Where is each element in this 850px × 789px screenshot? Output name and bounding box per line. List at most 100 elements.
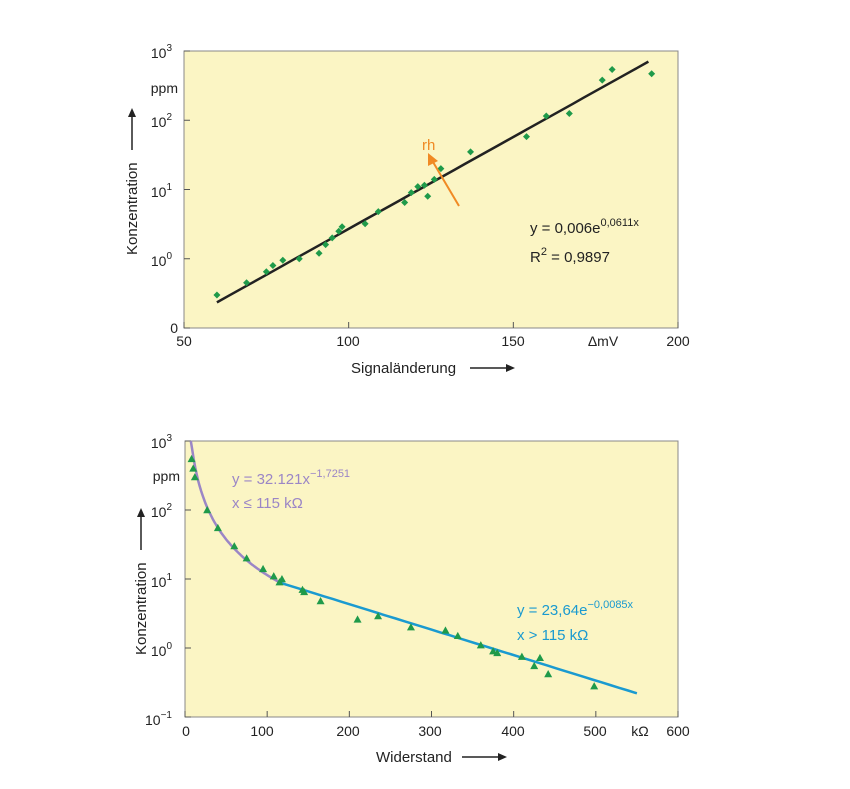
bottom-data-point — [590, 682, 599, 690]
bottom-power-fit-curve — [189, 440, 281, 584]
bottom-x-tick-400: 400 — [501, 723, 525, 739]
bottom-y-axis-label: Konzentration — [133, 562, 150, 655]
bottom-data-point — [535, 653, 544, 662]
top-x-axis-label: Signaländerung — [351, 360, 456, 377]
top-data-point — [648, 70, 656, 78]
top-data-point — [295, 255, 303, 263]
bottom-data-point — [530, 661, 539, 670]
rh-label: rh — [422, 137, 435, 154]
bottom-y-tick-0.1: 10−1 — [145, 710, 172, 728]
top-data-point — [315, 249, 323, 257]
bottom-data-point — [406, 623, 415, 631]
top-data-point — [335, 227, 343, 235]
top-plot-area — [183, 50, 679, 329]
bottom-y-axis-arrow — [137, 508, 145, 550]
bottom-y-tick-10: 101 — [151, 572, 173, 590]
top-data-point — [420, 181, 428, 189]
bottom-data-point — [230, 542, 239, 550]
top-chart: rh y = 0,006e0,0611x R2 = 0,9897 50 100 … — [124, 43, 690, 377]
rh-arrow-line — [432, 161, 460, 207]
top-equation-line2: R2 = 0,9897 — [530, 246, 610, 266]
bottom-data-point — [441, 626, 450, 634]
top-data-point — [542, 112, 550, 120]
bottom-data-point — [374, 612, 383, 620]
top-y-tick-1: 100 — [151, 251, 173, 269]
bottom-data-point — [453, 631, 462, 640]
top-data-point — [213, 291, 221, 299]
bottom-x-axis-arrow — [462, 753, 507, 761]
bottom-data-point — [190, 473, 199, 481]
bottom-data-points — [187, 454, 599, 690]
top-data-point — [467, 148, 475, 156]
bottom-plot-area — [184, 440, 679, 718]
top-data-point — [608, 66, 616, 74]
bottom-y-tick-100: 102 — [151, 502, 173, 520]
bottom-x-tick-500: 500 — [583, 723, 607, 739]
bottom-data-point — [259, 564, 268, 573]
top-axis-ticks — [183, 50, 679, 329]
bottom-data-point — [213, 523, 222, 532]
bottom-data-point — [300, 587, 309, 596]
top-x-axis-arrow — [470, 364, 515, 372]
bottom-x-unit: kΩ — [631, 723, 648, 739]
rh-arrow: rh — [422, 137, 460, 207]
top-x-tick-150: 150 — [501, 333, 525, 349]
top-data-point — [523, 133, 531, 141]
bottom-data-point — [189, 464, 198, 472]
top-data-point — [424, 192, 432, 200]
top-data-point — [361, 220, 369, 228]
bottom-data-point — [489, 647, 498, 655]
top-y-tick-10: 101 — [151, 182, 173, 200]
top-data-point — [374, 208, 382, 216]
top-data-point — [430, 175, 438, 183]
bottom-data-point — [187, 454, 196, 463]
bottom-power-equation-line2: x ≤ 115 kΩ — [232, 495, 303, 512]
top-data-point — [243, 279, 251, 287]
bottom-x-tick-100: 100 — [250, 723, 274, 739]
top-x-tick-200: 200 — [666, 333, 690, 349]
bottom-y-tick-1000: 103 — [151, 433, 173, 451]
bottom-data-point — [277, 575, 286, 583]
top-y-tick-0: 0 — [170, 320, 178, 336]
bottom-data-point — [544, 669, 553, 678]
bottom-data-point — [353, 615, 362, 623]
bottom-data-point — [203, 506, 212, 514]
rh-arrowhead — [428, 153, 438, 166]
top-x-tick-100: 100 — [336, 333, 360, 349]
top-fit-curve — [216, 60, 650, 304]
bottom-data-point — [476, 641, 485, 649]
bottom-axis-ticks — [184, 440, 679, 718]
top-data-point — [437, 165, 445, 173]
top-data-point — [407, 189, 415, 197]
bottom-data-point — [269, 572, 278, 580]
top-equation-line1: y = 0,006e0,0611x — [530, 217, 639, 237]
bottom-x-tick-200: 200 — [336, 723, 360, 739]
top-y-tick-1000: 103 — [151, 43, 173, 61]
top-data-point — [565, 110, 573, 118]
bottom-data-point — [242, 554, 251, 562]
bottom-power-equation-line1: y = 32.121x−1,7251 — [232, 468, 350, 488]
bottom-x-tick-300: 300 — [418, 723, 442, 739]
top-data-point — [598, 76, 606, 84]
top-data-point — [262, 268, 270, 276]
bottom-data-point — [316, 596, 325, 605]
top-data-point — [269, 261, 277, 269]
bottom-y-unit: ppm — [153, 468, 180, 484]
top-data-point — [322, 241, 330, 249]
top-y-unit: ppm — [151, 80, 178, 96]
top-data-points — [213, 66, 656, 299]
bottom-exp-equation-line1: y = 23,64e−0,0085x — [517, 599, 634, 619]
bottom-data-point — [517, 652, 526, 660]
top-data-point — [414, 183, 422, 191]
bottom-exp-equation-line2: x > 115 kΩ — [517, 627, 588, 644]
top-y-axis-label: Konzentration — [124, 162, 141, 255]
bottom-chart: y = 32.121x−1,7251 x ≤ 115 kΩ y = 23,64e… — [133, 433, 690, 766]
bottom-data-point — [493, 648, 502, 657]
top-data-point — [338, 223, 346, 231]
bottom-x-tick-0: 0 — [182, 723, 190, 739]
bottom-x-tick-600: 600 — [666, 723, 690, 739]
bottom-x-axis-label: Widerstand — [376, 749, 452, 766]
top-x-tick-50: 50 — [176, 333, 192, 349]
top-x-unit: ΔmV — [588, 333, 619, 349]
